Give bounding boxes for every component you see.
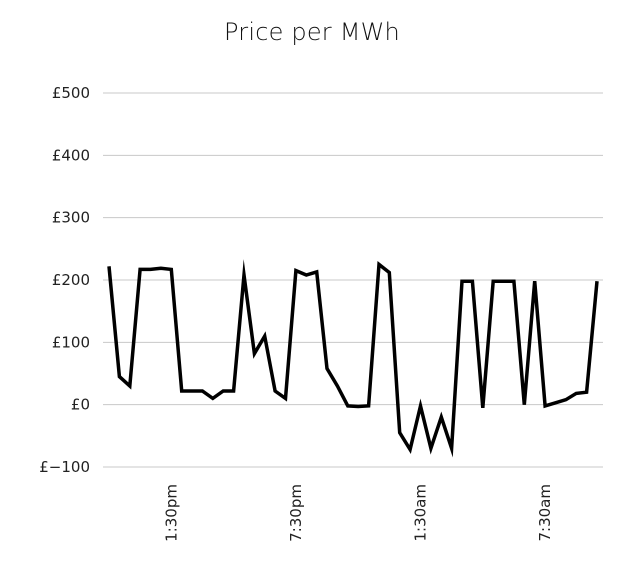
x-tick-label: 7:30pm	[287, 484, 305, 542]
price-series-line	[107, 259, 599, 458]
x-tick-label: 1:30pm	[162, 484, 180, 542]
y-tick-label: £400	[52, 146, 90, 164]
y-tick-label: £0	[71, 396, 90, 414]
y-tick-label: £200	[52, 271, 90, 289]
y-tick-label: £−100	[39, 458, 90, 476]
x-tick-label: 1:30am	[411, 484, 429, 542]
chart-title: Price per MWh	[224, 18, 400, 46]
x-tick-label: 7:30am	[536, 484, 554, 542]
y-tick-label: £300	[52, 209, 90, 227]
y-tick-label: £100	[52, 333, 90, 351]
y-tick-label: £500	[52, 84, 90, 102]
